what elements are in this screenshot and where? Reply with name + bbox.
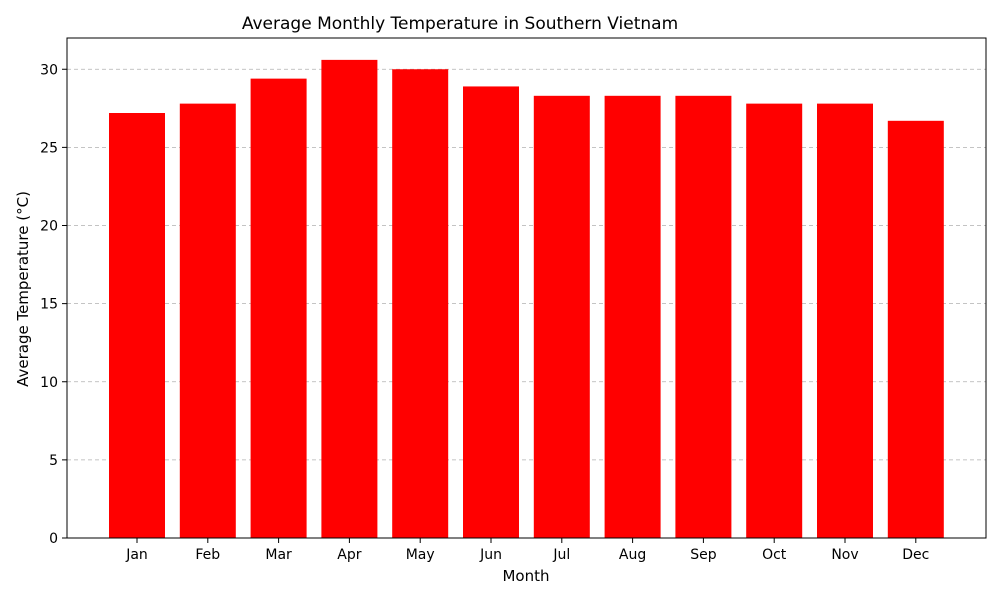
x-tick-label: Sep <box>690 547 717 563</box>
x-tick-label: Feb <box>195 547 220 563</box>
bar-mar <box>250 78 307 538</box>
bar-jun <box>463 86 519 538</box>
bar-jul <box>533 95 590 538</box>
x-tick-label: Jul <box>552 547 570 563</box>
y-tick-label: 30 <box>40 62 58 78</box>
y-tick-label: 15 <box>40 297 58 313</box>
bar-sep <box>675 95 732 538</box>
bar-dec <box>887 120 944 538</box>
bar-apr <box>321 59 378 538</box>
x-tick-label: Aug <box>619 547 646 563</box>
x-axis-ticks: Jan Feb Mar Apr May Jun Jul Aug Sep Oct Nov Dec <box>125 538 929 563</box>
y-tick-label: 0 <box>49 531 58 547</box>
y-tick-label: 20 <box>40 219 58 235</box>
y-tick-label: 10 <box>40 375 58 391</box>
x-tick-label: Mar <box>265 547 292 563</box>
x-tick-label: May <box>406 547 435 563</box>
plot-frame <box>66 37 987 539</box>
x-axis-label: Month <box>502 567 549 585</box>
x-tick-label: Jun <box>479 547 502 563</box>
y-tick-label: 25 <box>40 140 58 156</box>
bar-jan <box>109 113 165 538</box>
x-tick-label: Dec <box>902 547 929 563</box>
chart-title: Average Monthly Temperature in Southern … <box>242 14 678 34</box>
bar-oct <box>746 103 803 538</box>
bar-may <box>392 69 449 538</box>
x-tick-label: Jan <box>125 547 148 563</box>
bar-feb <box>179 103 236 538</box>
x-tick-label: Nov <box>831 547 858 563</box>
bar-aug <box>604 95 661 538</box>
bars <box>109 59 944 538</box>
y-tick-label: 5 <box>49 453 58 469</box>
y-axis-label: Average Temperature (°C) <box>14 191 32 387</box>
bar-nov <box>817 103 873 538</box>
y-axis-ticks: 0 5 10 15 20 25 30 <box>40 62 67 547</box>
x-tick-label: Apr <box>337 547 361 563</box>
x-tick-label: Oct <box>762 547 787 563</box>
